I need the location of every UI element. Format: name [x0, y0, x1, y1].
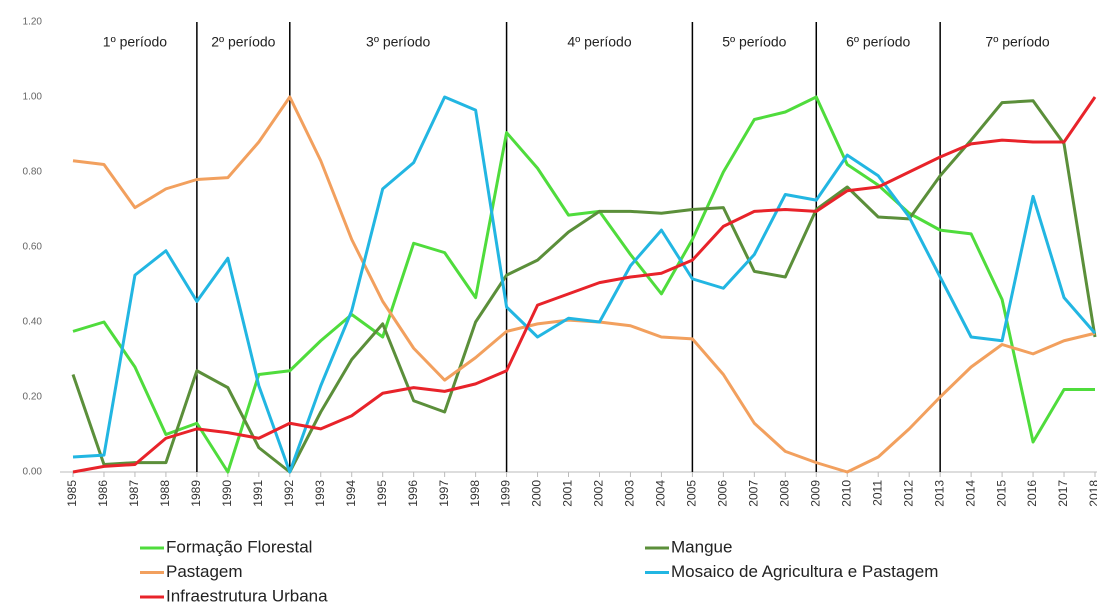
period-label: 7º período [985, 34, 1049, 50]
x-tick-label: 2001 [561, 480, 575, 507]
period-label: 1º período [103, 34, 167, 50]
x-tick-label: 2017 [1056, 480, 1070, 507]
y-tick-label: 0.60 [23, 242, 43, 253]
x-tick-label: 2018 [1087, 480, 1097, 507]
x-tick-label: 2014 [963, 480, 977, 507]
legend-label: Formação Florestal [166, 537, 312, 556]
x-tick-label: 1988 [158, 480, 172, 507]
series-line [72, 95, 1096, 474]
x-tick-label: 1990 [220, 480, 234, 507]
x-tick-label: 2013 [932, 480, 946, 507]
period-label: 4º período [567, 34, 631, 50]
x-tick-label: 1993 [313, 480, 327, 507]
series-line [72, 95, 1097, 474]
series-line [72, 96, 1097, 474]
x-tick-label: 2007 [747, 480, 761, 507]
x-tick-label: 2010 [839, 480, 853, 507]
x-tick-label: 2004 [654, 480, 668, 507]
series-line [72, 95, 1095, 474]
x-tick-label: 1996 [406, 480, 420, 507]
x-tick-label: 2009 [808, 480, 822, 507]
legend-label: Mangue [671, 537, 732, 556]
y-tick-label: 0.20 [23, 392, 43, 403]
legend-label: Pastagem [166, 562, 243, 581]
y-tick-label: 0.40 [23, 317, 43, 328]
period-label: 3º período [366, 34, 430, 50]
x-tick-label: 1986 [96, 480, 110, 507]
series-line [71, 99, 1097, 474]
legend-label: Mosaico de Agricultura e Pastagem [671, 562, 938, 581]
x-tick-label: 1994 [344, 480, 358, 507]
y-tick-label: 1.20 [23, 17, 43, 28]
period-label: 5º período [722, 34, 786, 50]
x-tick-label: 2008 [777, 480, 791, 507]
x-tick-label: 2006 [716, 480, 730, 507]
period-label: 6º período [846, 34, 910, 50]
x-tick-label: 1998 [468, 480, 482, 507]
x-tick-label: 1995 [375, 480, 389, 507]
x-tick-label: 2000 [530, 480, 544, 507]
x-tick-label: 2012 [901, 480, 915, 507]
x-tick-label: 2015 [994, 480, 1008, 507]
x-tick-label: 2002 [592, 480, 606, 507]
x-tick-label: 1997 [437, 480, 451, 507]
y-tick-label: 1.00 [23, 92, 43, 103]
x-tick-label: 1989 [189, 480, 203, 507]
y-tick-label: 0.00 [23, 467, 43, 478]
x-tick-label: 2003 [623, 480, 637, 507]
period-label: 2º período [211, 34, 275, 50]
x-tick-label: 1991 [251, 480, 265, 507]
x-tick-label: 2005 [685, 480, 699, 507]
x-tick-label: 1985 [65, 480, 79, 507]
x-tick-label: 1987 [127, 480, 141, 507]
x-tick-label: 1992 [282, 480, 296, 507]
x-tick-label: 1999 [499, 480, 513, 507]
legend-label: Infraestrutura Urbana [166, 586, 328, 605]
x-tick-label: 2016 [1025, 480, 1039, 507]
x-tick-label: 2011 [870, 480, 884, 506]
y-tick-label: 0.80 [23, 167, 43, 178]
